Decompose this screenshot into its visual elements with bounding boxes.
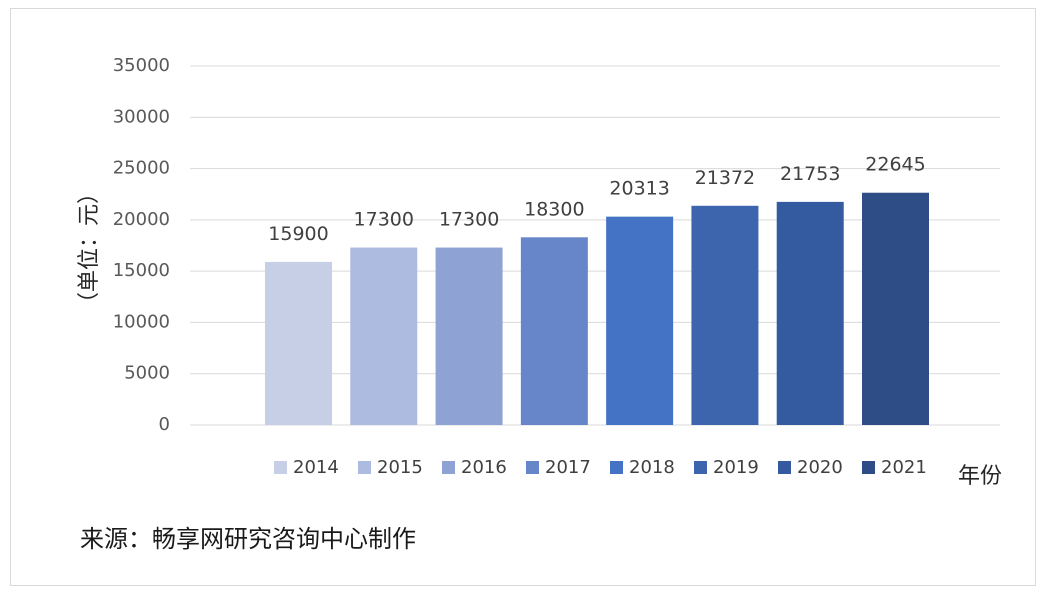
bar-2020 [776,201,844,425]
source-note: 来源：畅享网研究咨询中心制作 [80,525,416,553]
data-label-2018: 20313 [609,178,669,200]
y-tick-label: 30000 [113,106,170,127]
y-tick-label: 0 [159,414,170,435]
bar-2016 [435,247,503,425]
legend-swatch-2020 [778,461,791,474]
legend-swatch-2016 [442,461,455,474]
y-tick-label: 10000 [113,311,170,332]
bar-2019 [691,205,759,425]
legend-label-2019: 2019 [713,457,759,478]
data-label-2019: 21372 [695,167,755,189]
y-tick-label: 15000 [113,260,170,281]
bar-2021 [862,192,929,425]
legend-label-2014: 2014 [293,457,339,478]
x-axis-label: 年份 [958,464,1002,489]
y-axis-label: （单位：元） [77,182,102,314]
legend-label-2016: 2016 [461,457,507,478]
legend-swatch-2018 [610,461,623,474]
data-label-2020: 21753 [780,163,840,185]
legend-swatch-2017 [526,461,539,474]
data-label-2016: 17300 [439,209,499,231]
y-axis-ticks: 0 5000 10000 15000 20000 25000 30000 35000 [113,55,170,435]
bar-2015 [350,247,418,425]
data-label-2017: 18300 [524,198,584,220]
legend-label-2020: 2020 [797,457,843,478]
legend-label-2021: 2021 [881,457,927,478]
data-label-2015: 17300 [354,209,414,231]
legend-swatch-2014 [274,461,287,474]
y-tick-label: 35000 [113,55,170,76]
legend-swatch-2021 [862,461,875,474]
legend-label-2017: 2017 [545,457,591,478]
y-tick-label: 5000 [124,363,170,384]
bars [265,192,929,425]
legend: 2014 2015 2016 2017 2018 2019 2020 2021 [274,457,927,478]
bar-2014 [265,261,332,425]
legend-swatch-2019 [694,461,707,474]
legend-label-2018: 2018 [629,457,675,478]
legend-swatch-2015 [358,461,371,474]
legend-label-2015: 2015 [377,457,423,478]
y-tick-label: 20000 [113,209,170,230]
bar-2017 [520,237,588,425]
data-label-2014: 15900 [268,223,328,245]
data-labels: 15900 17300 17300 18300 20313 21372 21753 22645 [268,154,925,245]
bar-2018 [606,216,674,425]
data-label-2021: 22645 [865,154,925,176]
y-tick-label: 25000 [113,158,170,179]
